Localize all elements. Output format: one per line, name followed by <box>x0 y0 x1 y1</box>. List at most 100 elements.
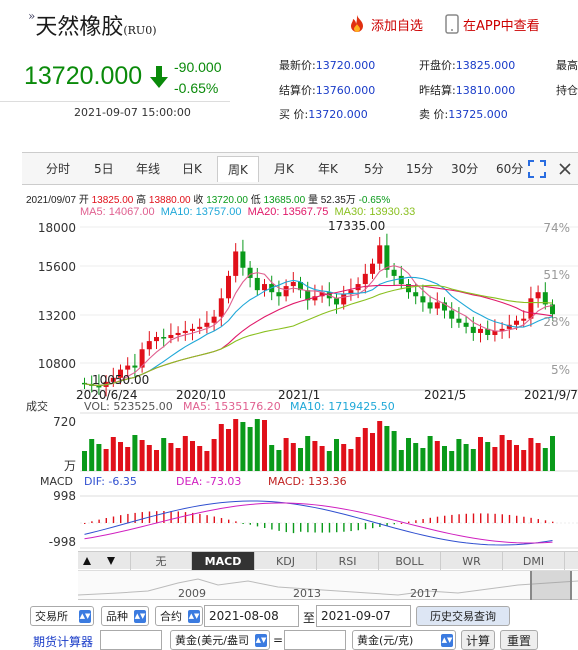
volume-bar <box>182 436 188 471</box>
macd-bar <box>501 514 503 523</box>
price-tick-10800: 10800 <box>38 357 76 371</box>
macd-bar <box>372 523 374 529</box>
indicator-wr[interactable]: WR <box>441 552 503 570</box>
indicator-dmi[interactable]: DMI <box>503 552 565 570</box>
macd-bar <box>400 522 403 524</box>
macd-bar <box>328 523 331 533</box>
nav-year: 2013 <box>293 587 321 600</box>
date-tick: 2021/5 <box>424 388 466 402</box>
volume-bar <box>442 446 447 471</box>
fullscreen-icon[interactable] <box>528 160 546 178</box>
pct-tick-74: 74% <box>543 221 570 235</box>
candle-body <box>197 326 203 329</box>
candle-body <box>463 322 469 327</box>
volume-bar <box>406 438 411 471</box>
volume-bar <box>420 448 426 471</box>
date-from-input[interactable]: 2021-08-08 <box>204 605 299 627</box>
calc-input-1[interactable] <box>100 630 162 650</box>
triangle-up-icon[interactable] <box>82 556 92 566</box>
macd-bar <box>350 523 352 532</box>
tab-yearly-k[interactable]: 年K <box>318 162 338 176</box>
macd-bar <box>523 516 525 523</box>
macd-label: MACD <box>40 475 73 488</box>
ma-line <box>84 265 553 387</box>
tab-15min[interactable]: 15分 <box>406 162 434 176</box>
gold-cny-select[interactable]: 黄金(元/克) ▲▼ <box>352 630 456 650</box>
macd-bar <box>84 523 86 524</box>
indicator-kdj[interactable]: KDJ <box>255 552 317 570</box>
tab-weekly-k[interactable]: 周K <box>217 156 259 182</box>
add-favorite-button[interactable]: 添加自选 <box>347 14 423 34</box>
tab-year-line[interactable]: 年线 <box>136 162 161 176</box>
macd-bar <box>415 520 417 523</box>
indicator-none[interactable]: 无 <box>130 552 192 570</box>
volume-unit: 万 <box>64 459 76 473</box>
tab-30min[interactable]: 30分 <box>451 162 479 176</box>
candle-body <box>168 334 174 339</box>
quote-last: 最新价:13720.000 <box>279 59 376 72</box>
volume-bar <box>514 445 519 471</box>
candle-body <box>341 294 347 305</box>
macd-axis-top: 998 <box>53 489 76 503</box>
tab-minute[interactable]: 分时 <box>46 162 71 176</box>
range-navigator[interactable]: 2009 2013 2017 <box>78 570 578 600</box>
variety-select[interactable]: 品种 ▲▼ <box>101 606 149 626</box>
volume-bar <box>413 443 419 471</box>
triangle-down-icon[interactable] <box>106 556 116 566</box>
app-view-button[interactable]: 在APP中查看 <box>445 14 540 34</box>
nav-year: 2009 <box>178 587 206 600</box>
candle-body <box>492 330 498 335</box>
volume-bar <box>146 445 152 471</box>
macd-axis-bottom: -998 <box>49 535 76 549</box>
candle-body <box>262 284 267 291</box>
indicator-macd[interactable]: MACD <box>192 552 255 570</box>
volume-bar <box>542 448 548 471</box>
volume-bar <box>168 443 174 471</box>
candle-body <box>550 304 555 315</box>
candle-body <box>233 251 239 276</box>
contract-select[interactable]: 合约 ▲▼ <box>155 606 203 626</box>
macd-bar <box>278 523 280 531</box>
tab-60min[interactable]: 60分 <box>496 162 524 176</box>
volume-bar <box>240 422 246 471</box>
tab-monthly-k[interactable]: 月K <box>274 162 294 176</box>
tab-5day[interactable]: 5日 <box>94 162 114 176</box>
pct-tick-5: 5% <box>551 363 570 377</box>
candle-body <box>485 328 491 335</box>
candle-body <box>514 320 519 325</box>
volume-bar <box>103 449 109 471</box>
compute-button[interactable]: 计算 <box>461 630 495 650</box>
tab-daily-k[interactable]: 日K <box>182 162 202 176</box>
volume-bar <box>485 442 491 471</box>
macd-bar <box>422 518 424 523</box>
history-query-button[interactable]: 历史交易查询 <box>416 606 510 626</box>
navigator-window[interactable] <box>530 571 572 600</box>
volume-bar <box>391 431 397 471</box>
calc-input-2[interactable] <box>284 630 346 650</box>
macd-bar <box>264 523 266 529</box>
indicator-rsi[interactable]: RSI <box>317 552 379 570</box>
tab-5min[interactable]: 5分 <box>364 162 384 176</box>
quote-bid: 买 价:13720.000 <box>279 108 368 121</box>
indicator-boll[interactable]: BOLL <box>379 552 441 570</box>
candle-body <box>521 318 527 321</box>
quote-high: 最高 <box>556 59 578 72</box>
volume-bar <box>456 439 462 471</box>
dropdown-icon: ▲▼ <box>134 610 146 623</box>
macd-bar <box>343 523 345 532</box>
close-icon[interactable] <box>558 162 572 176</box>
date-to-input[interactable]: 2021-09-07 <box>316 605 411 627</box>
exchange-select[interactable]: 交易所 ▲▼ <box>30 606 94 626</box>
volume-bar <box>283 438 289 471</box>
kline-chart[interactable]: 18000 15600 13200 10800 74% 51% 28% 5% 1… <box>0 218 578 608</box>
volume-bar <box>154 450 159 471</box>
reset-button[interactable]: 重置 <box>500 630 538 650</box>
macd-bar <box>105 518 107 523</box>
candle-body <box>348 290 354 295</box>
volume-bar <box>247 427 253 471</box>
candle-body <box>204 322 210 327</box>
candle-body <box>139 349 145 368</box>
quote-settle: 结算价:13760.000 <box>279 84 376 97</box>
pct-tick-51: 51% <box>543 268 570 282</box>
gold-usd-select[interactable]: 黄金(美元/盎司 ▲▼ <box>170 630 270 650</box>
